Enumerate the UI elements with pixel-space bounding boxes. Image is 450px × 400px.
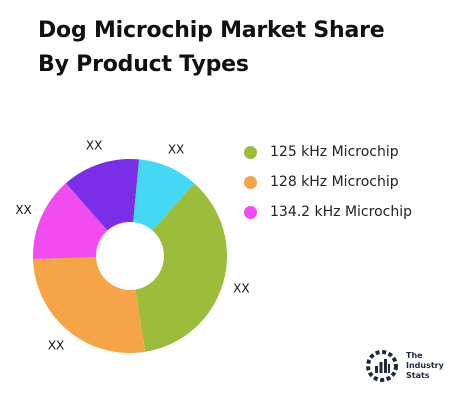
donut-slice-4 bbox=[65, 159, 140, 231]
slice-data-label-5: XX bbox=[168, 143, 184, 157]
logo-text: The Industry Stats bbox=[406, 351, 444, 381]
legend-label-128khz: 128 kHz Microchip bbox=[270, 174, 399, 190]
donut-slice-3 bbox=[33, 183, 108, 260]
slice-data-label-3: XX bbox=[15, 203, 31, 217]
logo-text-line-3: Stats bbox=[406, 371, 430, 380]
donut-slice-5 bbox=[133, 159, 195, 231]
chart-title-line-2: By Product Types bbox=[38, 52, 249, 77]
donut-slice-1 bbox=[135, 183, 227, 352]
brand-logo: The Industry Stats bbox=[364, 348, 444, 384]
slice-data-label-2: XX bbox=[48, 338, 64, 352]
slice-data-label-4: XX bbox=[86, 139, 102, 153]
legend-label-125khz: 125 kHz Microchip bbox=[270, 144, 399, 160]
chart-title-line-1: Dog Microchip Market Share bbox=[38, 18, 385, 43]
legend-label-134khz: 134.2 kHz Microchip bbox=[270, 204, 412, 220]
legend-item-134khz: 134.2 kHz Microchip bbox=[244, 197, 412, 227]
industry-gear-icon bbox=[366, 350, 398, 382]
donut-slice-2 bbox=[33, 257, 146, 353]
chart-title: Dog Microchip Market Share By Product Ty… bbox=[38, 14, 438, 82]
slice-data-label-1: XX bbox=[233, 281, 249, 295]
legend-swatch-134khz bbox=[244, 205, 257, 219]
legend-item-128khz: 128 kHz Microchip bbox=[244, 167, 412, 197]
legend-swatch-125khz bbox=[244, 145, 257, 159]
legend-item-125khz: 125 kHz Microchip bbox=[244, 137, 412, 167]
legend-swatch-128khz bbox=[244, 175, 257, 189]
logo-text-line-2: Industry bbox=[406, 361, 444, 370]
logo-text-line-1: The bbox=[406, 351, 423, 360]
legend: 125 kHz Microchip 128 kHz Microchip 134.… bbox=[244, 137, 412, 227]
